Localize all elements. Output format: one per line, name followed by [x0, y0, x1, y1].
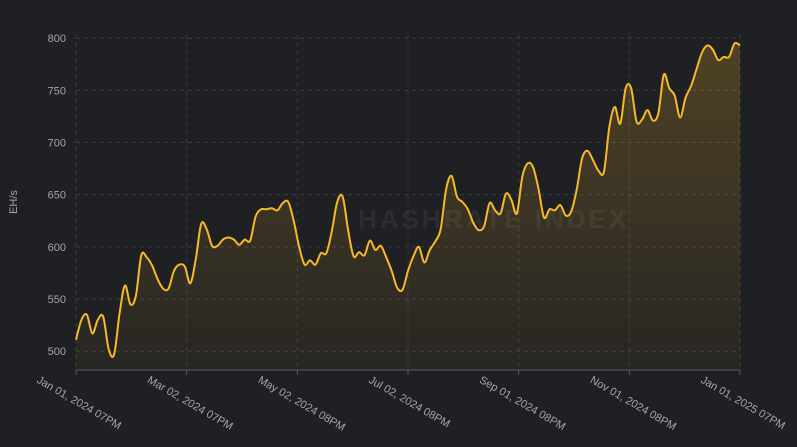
- area: [76, 42, 740, 370]
- y-tick-label: 500: [48, 346, 66, 358]
- y-axis-label: EH/s: [8, 190, 20, 214]
- y-tick-label: 600: [48, 242, 66, 254]
- y-tick-label: 750: [48, 85, 66, 97]
- line: [75, 41, 741, 358]
- y-tick-label: 550: [48, 294, 66, 306]
- y-tick-label: 650: [48, 190, 66, 202]
- y-tick-label: 800: [48, 33, 66, 45]
- y-tick-label: 700: [48, 137, 66, 149]
